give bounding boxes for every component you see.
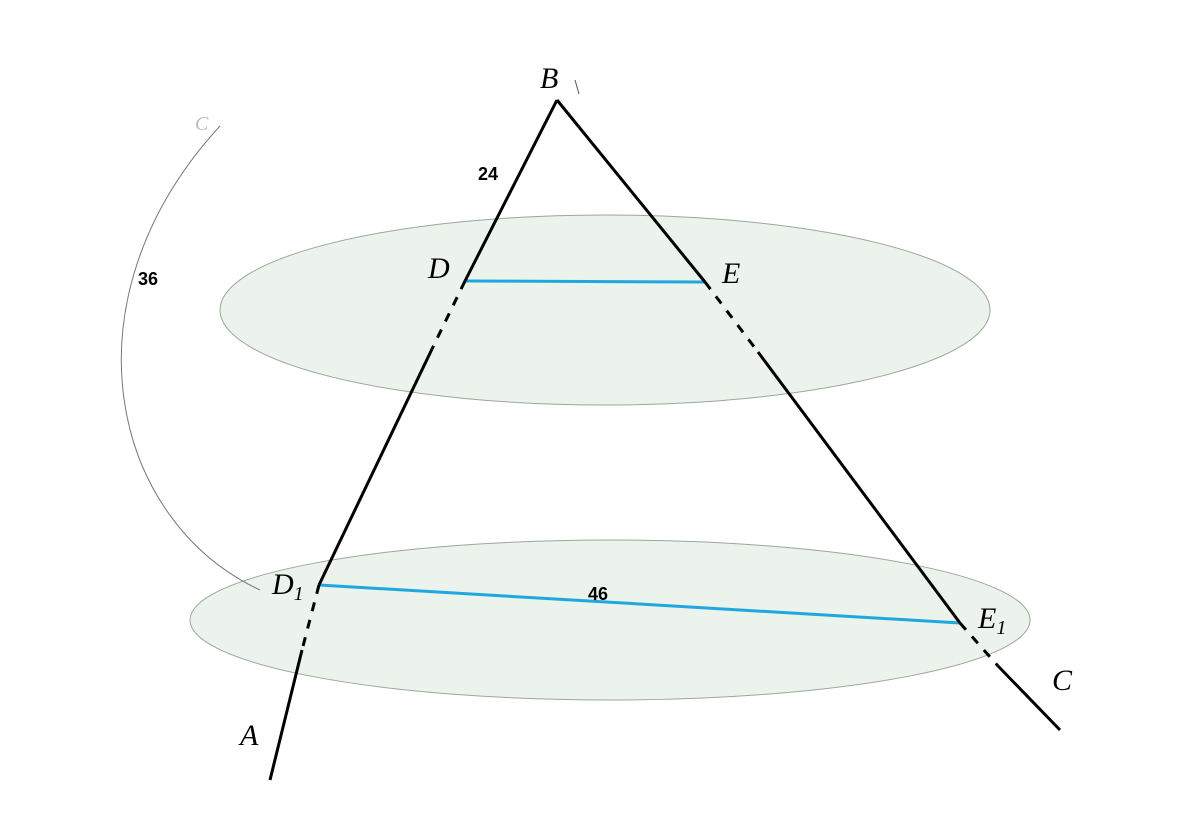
tick-near-B — [575, 80, 579, 94]
geometry-diagram: C B D E D1 E1 A C 24 36 46 — [0, 0, 1200, 826]
label-46: 46 — [588, 584, 608, 604]
segment-DE — [465, 281, 705, 282]
label-B: B — [540, 62, 558, 95]
stray-glyph-1: C — [195, 113, 209, 135]
label-C: C — [1052, 664, 1073, 697]
label-D1-base: D — [271, 568, 294, 601]
label-D1-sub: 1 — [294, 583, 304, 605]
label-36: 36 — [138, 269, 158, 289]
arc-bd1 — [121, 126, 260, 590]
label-E1-sub: 1 — [996, 617, 1006, 639]
label-E1-base: E — [977, 602, 996, 635]
segment-to-C — [998, 666, 1060, 730]
label-E: E — [721, 257, 740, 290]
upper-plane-ellipse — [220, 215, 990, 405]
label-D: D — [427, 252, 450, 285]
label-24: 24 — [478, 164, 498, 184]
label-A: A — [238, 719, 259, 752]
